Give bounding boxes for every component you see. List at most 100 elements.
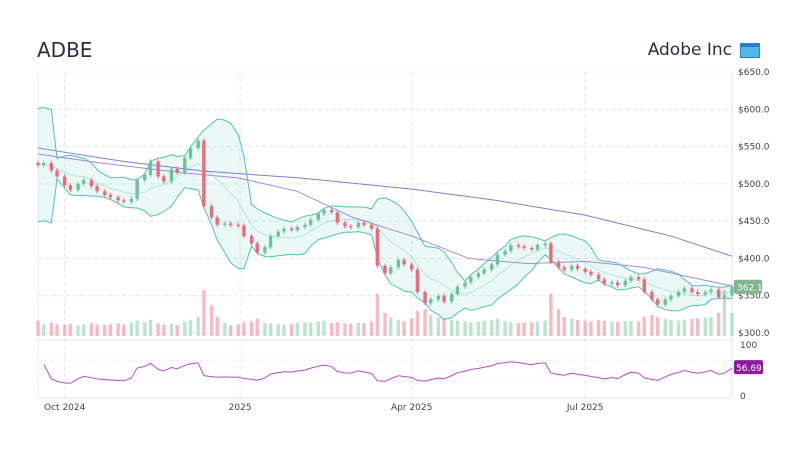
volume-bar xyxy=(135,320,139,336)
volume-bar xyxy=(690,318,694,336)
candle-body xyxy=(369,224,374,229)
price-tick-label: $500.0 xyxy=(738,180,770,190)
candle-body xyxy=(669,295,673,300)
candle-body xyxy=(356,222,361,228)
price-tick-label: $300.0 xyxy=(738,329,770,339)
candle-body xyxy=(223,223,227,225)
volume-bar xyxy=(530,322,534,336)
price-tick-label: $450.0 xyxy=(738,217,770,227)
candle-body xyxy=(188,148,193,158)
volume-bar xyxy=(308,322,313,336)
volume-bar xyxy=(463,321,467,336)
candle-body xyxy=(316,213,320,220)
candle-body xyxy=(263,247,267,253)
candle-body xyxy=(663,299,667,305)
candle-body xyxy=(562,267,566,270)
volume-bar xyxy=(276,324,280,336)
volume-bar xyxy=(116,323,120,336)
candle-body xyxy=(268,236,273,248)
candle-body xyxy=(615,282,620,286)
volume-bar xyxy=(329,322,334,336)
volume-bar xyxy=(316,321,320,336)
volume-bar xyxy=(396,319,401,336)
volume-bar xyxy=(362,322,366,336)
volume-bar xyxy=(436,317,441,336)
candle-body xyxy=(308,219,313,225)
candle-body xyxy=(476,273,481,278)
candle-body xyxy=(389,267,393,274)
volume-bar xyxy=(556,309,561,336)
volume-bar xyxy=(369,321,374,336)
volume-bar xyxy=(156,323,160,336)
rsi-badge xyxy=(734,360,763,375)
candle-body xyxy=(610,282,614,284)
candle-body xyxy=(383,265,387,274)
volume-bar xyxy=(535,321,540,336)
candle-body xyxy=(215,217,219,225)
candle-body xyxy=(429,299,433,304)
candle-body xyxy=(730,286,734,296)
volume-bar xyxy=(209,305,214,336)
candle-body xyxy=(322,209,326,214)
candle-body xyxy=(82,180,86,184)
company-label: Adobe Inc xyxy=(647,40,732,60)
candle-body xyxy=(209,206,214,218)
candle-body xyxy=(36,162,40,166)
volume-bar xyxy=(709,316,713,336)
volume-bar xyxy=(730,313,734,336)
volume-bar xyxy=(122,324,126,336)
candle-body xyxy=(249,236,254,244)
volume-bar xyxy=(215,316,219,336)
candle-body xyxy=(575,265,580,269)
candle-body xyxy=(636,277,641,280)
volume-bar xyxy=(623,321,627,336)
candle-body xyxy=(143,174,147,181)
candle-body xyxy=(530,247,534,250)
x-tick-label: 2025 xyxy=(229,403,252,413)
volume-bar xyxy=(429,314,433,336)
volume-bar xyxy=(562,316,566,336)
candle-body xyxy=(589,271,593,275)
volume-bar xyxy=(255,318,259,336)
volume-bar xyxy=(516,322,521,336)
volume-bar xyxy=(282,324,286,336)
volume-bar xyxy=(450,319,454,336)
candle-body xyxy=(348,226,353,228)
volume-bar xyxy=(575,319,580,336)
candle-body xyxy=(295,227,299,231)
candle-body xyxy=(95,186,99,192)
volume-bar xyxy=(289,323,294,336)
volume-bar xyxy=(476,321,481,336)
candle-body xyxy=(76,183,80,190)
volume-bar xyxy=(108,324,113,336)
volume-bar xyxy=(583,320,587,336)
candle-body xyxy=(549,243,553,263)
candle-body xyxy=(709,289,713,292)
candle-body xyxy=(543,243,547,246)
volume-bar xyxy=(383,313,387,336)
candle-body xyxy=(175,168,179,173)
volume-bar xyxy=(196,316,200,336)
candle-body xyxy=(469,277,473,283)
candle-body xyxy=(402,259,406,265)
volume-bar xyxy=(228,325,233,336)
volume-bar xyxy=(322,320,326,336)
volume-bar xyxy=(716,313,721,336)
volume-bar xyxy=(303,322,307,336)
volume-bar xyxy=(490,319,494,336)
candle-body xyxy=(276,231,280,237)
volume-bar xyxy=(543,320,547,336)
volume-bar xyxy=(49,322,54,336)
volume-bar xyxy=(423,309,427,336)
volume-bar xyxy=(389,317,393,336)
candle-body xyxy=(202,140,206,207)
volume-bar xyxy=(55,324,59,336)
volume-bar xyxy=(642,316,646,336)
volume-bar xyxy=(335,322,340,336)
candle-body xyxy=(503,250,507,255)
volume-bar xyxy=(669,319,673,336)
volume-bar xyxy=(162,324,166,336)
volume-bar xyxy=(295,322,299,336)
price-tick-label: $650.0 xyxy=(738,68,770,78)
